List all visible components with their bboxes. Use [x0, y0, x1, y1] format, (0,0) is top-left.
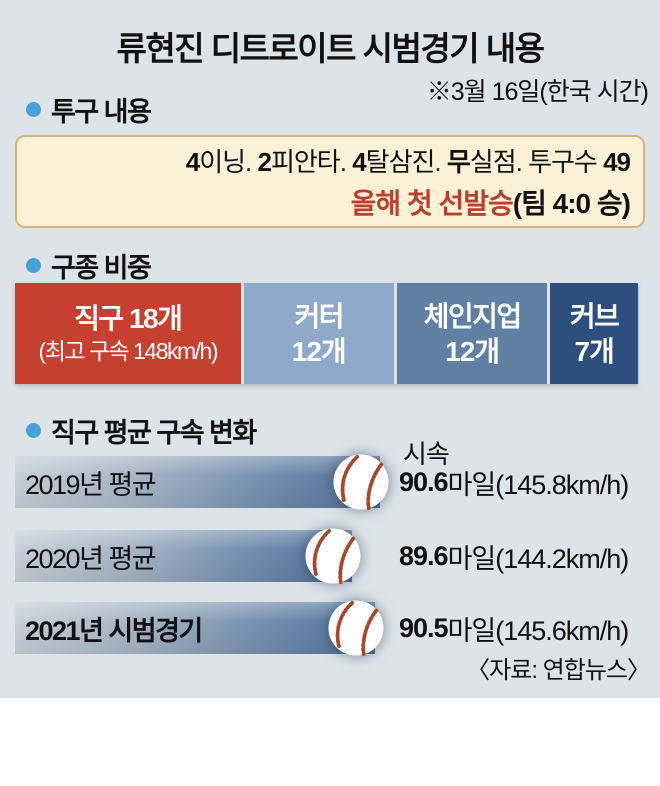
segment-label: 커터	[294, 300, 344, 332]
baseball-icon	[328, 600, 384, 657]
pitch-mix-stacked-bar: 직구 18개 (최고 구속 148km/h) 커터 12개 체인지업 12개 커…	[15, 283, 639, 384]
section-pitching-header: 투구 내용	[26, 90, 152, 129]
speed-value: 89.6 마일(144.2km/h)	[399, 530, 630, 582]
section-pitchmix-title: 구종 비중	[51, 253, 152, 283]
pitching-stat-box: 4이닝. 2피안타. 4탈삼진. 무실점. 투구수 49 올해 첫 선발승(팀 …	[15, 135, 645, 228]
section-speed-header: 직구 평균 구속 변화	[26, 411, 257, 450]
speed-bar: 2019년 평균	[15, 454, 389, 511]
speed-row-label: 2019년 평균	[25, 469, 157, 500]
speed-mph: 90.6	[399, 466, 449, 497]
infographic: 류현진 디트로이트 시범경기 내용 ※3월 16일(한국 시간) 투구 내용 4…	[0, 0, 660, 698]
page-title: 류현진 디트로이트 시범경기 내용	[116, 30, 545, 67]
pitching-result-line: 올해 첫 선발승(팀 4:0 승)	[30, 183, 631, 225]
segment-changeup: 체인지업 12개	[396, 283, 548, 384]
segment-count: 12개	[445, 335, 500, 367]
speed-mph: 89.6	[399, 540, 449, 571]
segment-count: 7개	[574, 335, 614, 367]
speed-row-2019: 2019년 평균 90.6 마일(145.8km/h)	[15, 454, 655, 511]
segment-cutter: 커터 12개	[243, 283, 394, 384]
speed-row-2020: 2020년 평균 89.6 마일(144.2km/h)	[15, 528, 655, 585]
baseball-icon	[305, 528, 361, 585]
segment-label: 커브	[569, 300, 620, 332]
section-bullet-icon	[26, 258, 41, 273]
baseball-icon	[333, 454, 389, 511]
speed-bar: 2021년 시범경기	[15, 600, 384, 657]
speed-row-label: 2021년 시범경기	[25, 615, 203, 646]
segment-sublabel: (최고 구속 148km/h)	[38, 337, 219, 364]
speed-unit-label: 시속	[403, 439, 450, 469]
first-win-highlight: 올해 첫 선발승	[350, 188, 514, 219]
speed-kmh: 마일(144.2km/h)	[447, 543, 630, 574]
section-bullet-icon	[26, 423, 41, 438]
speed-mph: 90.5	[399, 612, 449, 643]
segment-curve: 커브 7개	[550, 283, 639, 384]
segment-label: 직구 18개	[74, 302, 183, 334]
date-note: ※3월 16일(한국 시간)	[426, 78, 649, 106]
speed-kmh: 마일(145.8km/h)	[447, 469, 630, 500]
speed-kmh: 마일(145.6km/h)	[447, 615, 630, 646]
segment-fastball: 직구 18개 (최고 구속 148km/h)	[15, 283, 241, 384]
section-pitchmix-header: 구종 비중	[26, 246, 152, 285]
speed-bar: 2020년 평균	[15, 528, 361, 585]
source-credit: 〈자료: 연합뉴스〉	[466, 657, 651, 684]
speed-value: 90.6 마일(145.8km/h)	[399, 456, 630, 508]
speed-row-label: 2020년 평균	[25, 543, 157, 574]
section-pitching-title: 투구 내용	[51, 97, 152, 127]
speed-row-2021: 2021년 시범경기 90.5 마일(145.6km/h)	[15, 600, 655, 657]
pitching-stat-line: 4이닝. 2피안타. 4탈삼진. 무실점. 투구수 49	[185, 147, 631, 177]
speed-value: 90.5 마일(145.6km/h)	[399, 602, 630, 654]
segment-label: 체인지업	[423, 300, 523, 332]
team-score: (팀 4:0 승)	[512, 188, 631, 219]
segment-count: 12개	[291, 335, 347, 367]
section-speed-title: 직구 평균 구속 변화	[51, 418, 257, 448]
section-bullet-icon	[26, 102, 41, 117]
